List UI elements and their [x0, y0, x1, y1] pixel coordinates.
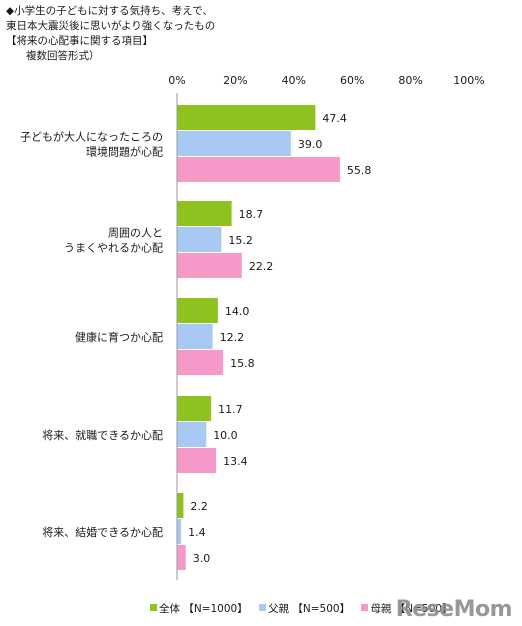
bar: [177, 493, 184, 518]
legend-item-mother: 母親 【N=500】: [361, 603, 452, 615]
bar: [177, 448, 217, 473]
title-line-2: 東日本大震災後に思いがより強くなったもの: [6, 20, 216, 32]
data-label: 15.2: [228, 234, 253, 247]
data-label: 55.8: [347, 164, 372, 177]
bar: [177, 545, 186, 570]
category-label: 子どもが大人になったころの: [20, 130, 163, 144]
title-line-1: 小学生の子どもに対する気持ち、考えで、: [6, 4, 276, 19]
title-line-3: 【将来の心配事に関する項目】: [6, 35, 153, 47]
x-tick-label: 60%: [340, 74, 364, 87]
category-label: 周囲の人と: [108, 227, 163, 240]
category-label: 環境問題が心配: [86, 145, 163, 159]
bar: [177, 324, 213, 349]
legend-label-all: 全体 【N=1000】: [159, 603, 248, 615]
legend-label-mother: 母親 【N=500】: [370, 603, 453, 615]
legend-swatch-father: [259, 604, 267, 611]
data-label: 18.7: [239, 208, 264, 221]
legend-item-all: 全体 【N=1000】: [150, 603, 251, 615]
x-tick-label: 0%: [168, 74, 185, 87]
data-label: 22.2: [249, 260, 274, 273]
data-label: 13.4: [223, 455, 248, 468]
bar: [177, 519, 182, 544]
chart-legend: 全体 【N=1000】 父親 【N=500】 母親 【N=500】: [150, 601, 460, 616]
data-label: 2.2: [190, 500, 208, 513]
legend-swatch-all: [150, 604, 157, 611]
bar: [177, 201, 232, 226]
watermark-logo: ReseMom: [395, 597, 513, 622]
bar: [177, 422, 207, 447]
legend-swatch-mother: [361, 604, 369, 611]
data-label: 47.4: [322, 112, 347, 125]
bar: [177, 157, 340, 182]
data-label: 11.7: [218, 403, 243, 416]
category-label: 健康に育つか心配: [75, 330, 163, 344]
x-tick-label: 80%: [398, 74, 422, 87]
bar: [177, 298, 218, 323]
data-label: 1.4: [188, 526, 206, 539]
data-label: 10.0: [213, 429, 238, 442]
category-label: 将来、就職できるか心配: [42, 428, 163, 442]
x-tick-label: 40%: [282, 74, 306, 87]
bar: [177, 227, 222, 252]
data-label: 14.0: [225, 305, 250, 318]
category-label: うまくやれるか心配: [64, 242, 163, 255]
data-label: 15.8: [230, 357, 255, 370]
title-line-4: 複数回答形式）: [26, 50, 100, 62]
data-label: 3.0: [193, 552, 211, 565]
bar: [177, 253, 242, 278]
legend-item-father: 父親 【N=500】: [259, 603, 353, 615]
x-tick-label: 20%: [223, 74, 247, 87]
bar: [177, 105, 316, 130]
data-label: 39.0: [298, 138, 323, 151]
x-tick-label: 100%: [453, 74, 484, 87]
data-label: 12.2: [220, 331, 245, 344]
category-label: 将来、結婚できるか心配: [42, 525, 163, 539]
bar: [177, 350, 224, 375]
bar: [177, 131, 291, 156]
chart-title: 小学生の子どもに対する気持ち、考えで、 東日本大震災後に思いがより強くなったもの…: [6, 4, 276, 64]
legend-label-father: 父親 【N=500】: [268, 603, 351, 615]
bar: [177, 396, 212, 421]
